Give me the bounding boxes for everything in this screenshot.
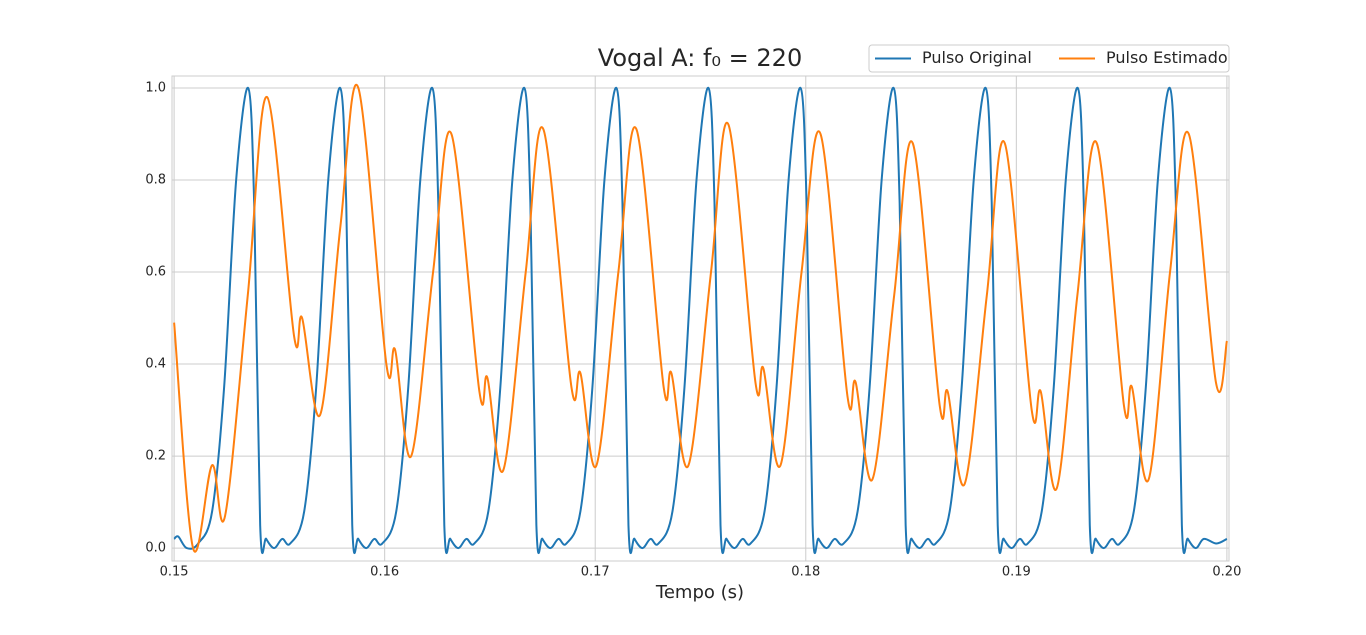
x-tick-label: 0.16 <box>370 565 399 580</box>
line-series <box>173 83 1228 553</box>
legend-label: Pulso Original <box>922 48 1032 67</box>
x-tick-label: 0.15 <box>160 565 189 580</box>
legend-label: Pulso Estimado <box>1106 48 1228 67</box>
y-tick-label: 0.2 <box>145 449 166 464</box>
chart-title: Vogal A: f₀ = 220 <box>598 44 802 72</box>
x-tick-label: 0.20 <box>1212 565 1241 580</box>
y-tick-label: 0.0 <box>145 541 166 556</box>
legend-frame <box>868 44 1230 73</box>
y-tick-label: 1.0 <box>145 80 166 95</box>
x-tick-label: 0.19 <box>1002 565 1031 580</box>
x-tick-label: 0.18 <box>791 565 820 580</box>
x-tick-label: 0.17 <box>581 565 610 580</box>
plot-frame <box>171 75 1230 562</box>
line-series <box>173 86 1228 555</box>
y-tick-label: 0.4 <box>145 357 166 372</box>
y-tick-label: 0.6 <box>145 265 166 280</box>
x-axis-label: Tempo (s) <box>655 582 744 603</box>
y-tick-label: 0.8 <box>145 172 166 187</box>
